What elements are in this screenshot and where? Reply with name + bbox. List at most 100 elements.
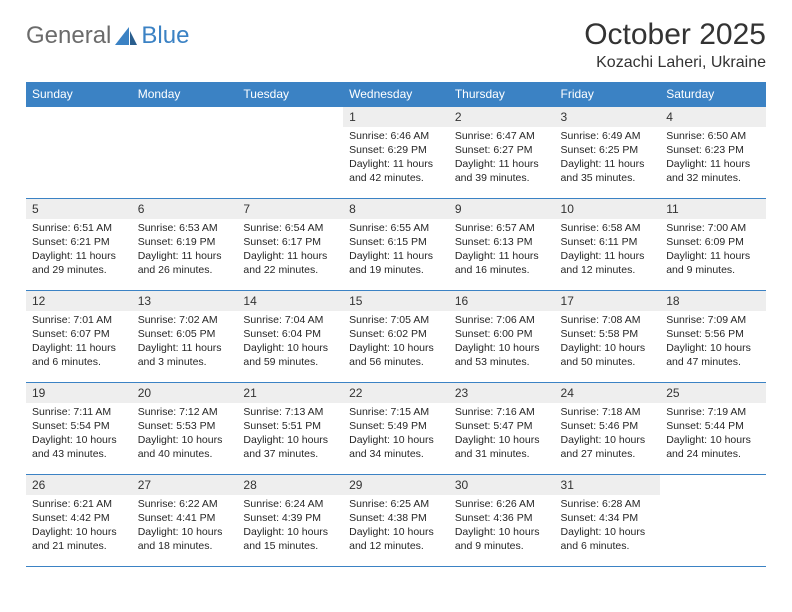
sail-icon — [113, 25, 139, 47]
calendar-day-cell: 17Sunrise: 7:08 AMSunset: 5:58 PMDayligh… — [555, 291, 661, 383]
weekday-header: Monday — [132, 82, 238, 107]
calendar-day-cell: 12Sunrise: 7:01 AMSunset: 6:07 PMDayligh… — [26, 291, 132, 383]
day-number: 18 — [660, 291, 766, 311]
calendar-day-cell: 11Sunrise: 7:00 AMSunset: 6:09 PMDayligh… — [660, 199, 766, 291]
calendar-day-cell: 30Sunrise: 6:26 AMSunset: 4:36 PMDayligh… — [449, 475, 555, 567]
calendar-day-cell: 8Sunrise: 6:55 AMSunset: 6:15 PMDaylight… — [343, 199, 449, 291]
calendar-day-cell: 27Sunrise: 6:22 AMSunset: 4:41 PMDayligh… — [132, 475, 238, 567]
day-number: 6 — [132, 199, 238, 219]
day-number: 15 — [343, 291, 449, 311]
logo-text-blue: Blue — [141, 22, 189, 50]
calendar-day-cell: .. — [26, 107, 132, 199]
day-info: Sunrise: 7:15 AMSunset: 5:49 PMDaylight:… — [343, 403, 449, 465]
calendar-day-cell: 3Sunrise: 6:49 AMSunset: 6:25 PMDaylight… — [555, 107, 661, 199]
day-info: Sunrise: 7:05 AMSunset: 6:02 PMDaylight:… — [343, 311, 449, 373]
day-info: Sunrise: 6:26 AMSunset: 4:36 PMDaylight:… — [449, 495, 555, 557]
day-info: Sunrise: 6:24 AMSunset: 4:39 PMDaylight:… — [237, 495, 343, 557]
day-info: Sunrise: 7:18 AMSunset: 5:46 PMDaylight:… — [555, 403, 661, 465]
day-number: 8 — [343, 199, 449, 219]
calendar-day-cell: 31Sunrise: 6:28 AMSunset: 4:34 PMDayligh… — [555, 475, 661, 567]
calendar-day-cell: 23Sunrise: 7:16 AMSunset: 5:47 PMDayligh… — [449, 383, 555, 475]
day-info: Sunrise: 7:00 AMSunset: 6:09 PMDaylight:… — [660, 219, 766, 281]
weekday-header: Tuesday — [237, 82, 343, 107]
calendar-day-cell: 29Sunrise: 6:25 AMSunset: 4:38 PMDayligh… — [343, 475, 449, 567]
calendar-day-cell: .. — [132, 107, 238, 199]
calendar-day-cell: 9Sunrise: 6:57 AMSunset: 6:13 PMDaylight… — [449, 199, 555, 291]
day-number: 24 — [555, 383, 661, 403]
day-info: Sunrise: 7:16 AMSunset: 5:47 PMDaylight:… — [449, 403, 555, 465]
weekday-header-row: SundayMondayTuesdayWednesdayThursdayFrid… — [26, 82, 766, 107]
day-number: 23 — [449, 383, 555, 403]
calendar-day-cell: 7Sunrise: 6:54 AMSunset: 6:17 PMDaylight… — [237, 199, 343, 291]
calendar-day-cell: .. — [660, 475, 766, 567]
calendar-week-row: ......1Sunrise: 6:46 AMSunset: 6:29 PMDa… — [26, 107, 766, 199]
day-number: 31 — [555, 475, 661, 495]
day-info: Sunrise: 7:12 AMSunset: 5:53 PMDaylight:… — [132, 403, 238, 465]
day-info: Sunrise: 6:58 AMSunset: 6:11 PMDaylight:… — [555, 219, 661, 281]
title-block: October 2025 Kozachi Laheri, Ukraine — [584, 18, 766, 72]
calendar-day-cell: 25Sunrise: 7:19 AMSunset: 5:44 PMDayligh… — [660, 383, 766, 475]
day-info: Sunrise: 7:02 AMSunset: 6:05 PMDaylight:… — [132, 311, 238, 373]
calendar-day-cell: 2Sunrise: 6:47 AMSunset: 6:27 PMDaylight… — [449, 107, 555, 199]
day-info: Sunrise: 7:04 AMSunset: 6:04 PMDaylight:… — [237, 311, 343, 373]
day-info: Sunrise: 6:47 AMSunset: 6:27 PMDaylight:… — [449, 127, 555, 189]
day-number: 12 — [26, 291, 132, 311]
calendar-day-cell: 24Sunrise: 7:18 AMSunset: 5:46 PMDayligh… — [555, 383, 661, 475]
calendar-day-cell: 10Sunrise: 6:58 AMSunset: 6:11 PMDayligh… — [555, 199, 661, 291]
calendar-day-cell: 16Sunrise: 7:06 AMSunset: 6:00 PMDayligh… — [449, 291, 555, 383]
day-number: 11 — [660, 199, 766, 219]
day-number: 2 — [449, 107, 555, 127]
day-number: 16 — [449, 291, 555, 311]
calendar-day-cell: 26Sunrise: 6:21 AMSunset: 4:42 PMDayligh… — [26, 475, 132, 567]
day-info: Sunrise: 6:53 AMSunset: 6:19 PMDaylight:… — [132, 219, 238, 281]
day-info: Sunrise: 6:51 AMSunset: 6:21 PMDaylight:… — [26, 219, 132, 281]
calendar-week-row: 5Sunrise: 6:51 AMSunset: 6:21 PMDaylight… — [26, 199, 766, 291]
logo-text-general: General — [26, 22, 111, 50]
day-number: 5 — [26, 199, 132, 219]
day-info: Sunrise: 6:21 AMSunset: 4:42 PMDaylight:… — [26, 495, 132, 557]
calendar-day-cell: 13Sunrise: 7:02 AMSunset: 6:05 PMDayligh… — [132, 291, 238, 383]
day-number: 14 — [237, 291, 343, 311]
day-number: 10 — [555, 199, 661, 219]
day-info: Sunrise: 7:08 AMSunset: 5:58 PMDaylight:… — [555, 311, 661, 373]
calendar-day-cell: 19Sunrise: 7:11 AMSunset: 5:54 PMDayligh… — [26, 383, 132, 475]
day-number: 22 — [343, 383, 449, 403]
weekday-header: Saturday — [660, 82, 766, 107]
location: Kozachi Laheri, Ukraine — [584, 54, 766, 72]
day-info: Sunrise: 7:19 AMSunset: 5:44 PMDaylight:… — [660, 403, 766, 465]
weekday-header: Friday — [555, 82, 661, 107]
calendar-day-cell: 18Sunrise: 7:09 AMSunset: 5:56 PMDayligh… — [660, 291, 766, 383]
calendar-week-row: 26Sunrise: 6:21 AMSunset: 4:42 PMDayligh… — [26, 475, 766, 567]
calendar-day-cell: 14Sunrise: 7:04 AMSunset: 6:04 PMDayligh… — [237, 291, 343, 383]
day-number: 28 — [237, 475, 343, 495]
day-number: 25 — [660, 383, 766, 403]
day-number: 29 — [343, 475, 449, 495]
day-info: Sunrise: 6:55 AMSunset: 6:15 PMDaylight:… — [343, 219, 449, 281]
day-info: Sunrise: 7:13 AMSunset: 5:51 PMDaylight:… — [237, 403, 343, 465]
calendar-day-cell: 6Sunrise: 6:53 AMSunset: 6:19 PMDaylight… — [132, 199, 238, 291]
day-info: Sunrise: 6:22 AMSunset: 4:41 PMDaylight:… — [132, 495, 238, 557]
day-info: Sunrise: 6:46 AMSunset: 6:29 PMDaylight:… — [343, 127, 449, 189]
calendar-day-cell: 5Sunrise: 6:51 AMSunset: 6:21 PMDaylight… — [26, 199, 132, 291]
day-number: 13 — [132, 291, 238, 311]
weekday-header: Sunday — [26, 82, 132, 107]
month-title: October 2025 — [584, 18, 766, 52]
day-number: 9 — [449, 199, 555, 219]
day-number: 27 — [132, 475, 238, 495]
day-info: Sunrise: 7:06 AMSunset: 6:00 PMDaylight:… — [449, 311, 555, 373]
calendar-day-cell: .. — [237, 107, 343, 199]
day-number: 21 — [237, 383, 343, 403]
calendar-day-cell: 4Sunrise: 6:50 AMSunset: 6:23 PMDaylight… — [660, 107, 766, 199]
weekday-header: Wednesday — [343, 82, 449, 107]
day-info: Sunrise: 6:57 AMSunset: 6:13 PMDaylight:… — [449, 219, 555, 281]
weekday-header: Thursday — [449, 82, 555, 107]
calendar-day-cell: 15Sunrise: 7:05 AMSunset: 6:02 PMDayligh… — [343, 291, 449, 383]
day-number: 30 — [449, 475, 555, 495]
calendar-day-cell: 21Sunrise: 7:13 AMSunset: 5:51 PMDayligh… — [237, 383, 343, 475]
calendar-table: SundayMondayTuesdayWednesdayThursdayFrid… — [26, 82, 766, 567]
calendar-day-cell: 1Sunrise: 6:46 AMSunset: 6:29 PMDaylight… — [343, 107, 449, 199]
calendar-day-cell: 28Sunrise: 6:24 AMSunset: 4:39 PMDayligh… — [237, 475, 343, 567]
day-info: Sunrise: 6:54 AMSunset: 6:17 PMDaylight:… — [237, 219, 343, 281]
calendar-day-cell: 20Sunrise: 7:12 AMSunset: 5:53 PMDayligh… — [132, 383, 238, 475]
day-number: 20 — [132, 383, 238, 403]
